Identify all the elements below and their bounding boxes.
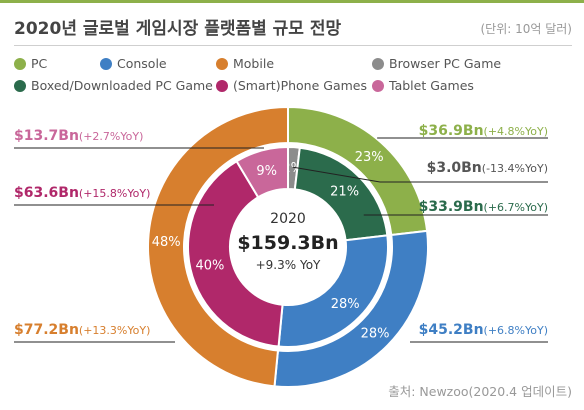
pc-callout: $36.9Bn(+4.8%YoY) [419,123,548,139]
legend-label: PC [31,56,48,71]
outer-pct-label: 23% [355,150,384,165]
outer-pct-label: 28% [361,326,390,341]
legend-label: (Smart)Phone Games [233,78,367,93]
center-year: 2020 [270,211,306,227]
inner-pct-label: 28% [331,297,360,312]
legend-swatch [14,79,26,92]
chart-title: 2020년 글로벌 게임시장 플랫폼별 규모 전망 [14,19,342,39]
inner-pct-label: 40% [196,259,225,274]
legend-swatch [372,57,384,70]
inner-slice-smart-phone-games [187,159,284,348]
browser-callout: $3.0Bn(-13.4%YoY) [427,160,548,176]
tablet-callout: $13.7Bn(+2.7%YoY) [14,128,143,144]
inner-pct-label: 9% [256,164,277,179]
phone-callout: $63.6Bn(+15.8%YoY) [14,185,150,201]
legend-item-tablet-games: Tablet Games [372,78,474,93]
legend-item-smartphone-games: (Smart)Phone Games [216,78,367,93]
console-callout: $45.2Bn(+6.8%YoY) [419,322,548,338]
legend-label: Boxed/Downloaded PC Game [31,78,213,93]
legend-label: Mobile [233,56,275,71]
inner-pct-label: 21% [330,184,359,199]
legend-label: Browser PC Game [389,56,502,71]
legend-item-browser-pc-game: Browser PC Game [372,56,501,71]
boxed-callout: $33.9Bn(+6.7%YoY) [419,199,548,215]
legend-swatch [372,79,384,92]
legend-swatch [100,57,112,70]
legend-item-mobile: Mobile [216,56,274,71]
center-total: $159.3Bn [237,232,338,254]
inner-slice-tablet-games [235,145,289,199]
legend-swatch [216,79,228,92]
mobile-callout: $77.2Bn(+13.3%YoY) [14,322,150,338]
legend-item-boxed-downloaded-pc-game: Boxed/Downloaded PC Game [14,78,213,93]
title-divider [14,45,572,46]
legend-item-pc: PC [14,56,47,71]
top-accent-line [0,0,584,3]
inner-slice-console [277,234,389,348]
center-hole [232,191,344,303]
legend-label: Tablet Games [389,78,474,93]
unit-label: (단위: 10억 달러) [480,22,572,36]
legend-label: Console [117,56,167,71]
center-growth: +9.3% YoY [256,258,321,272]
outer-slice-mobile [147,105,289,388]
legend-item-console: Console [100,56,167,71]
source-note: 출처: Newzoo(2020.4 업데이트) [388,384,572,399]
legend-swatch [216,57,228,70]
browser-leader-line [292,166,548,183]
legend-swatch [14,57,26,70]
outer-pct-label: 48% [152,235,181,250]
